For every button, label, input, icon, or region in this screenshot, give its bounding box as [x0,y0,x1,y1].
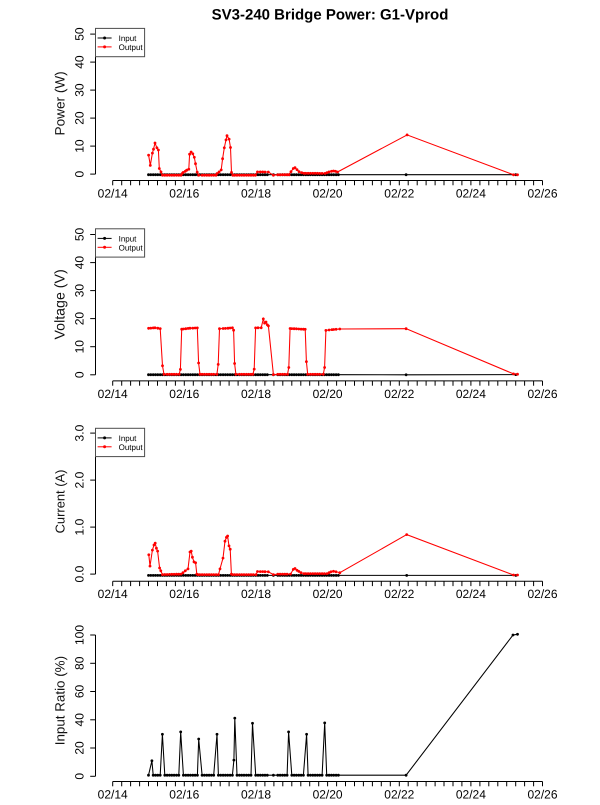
svg-text:02/24: 02/24 [456,186,486,200]
svg-text:50: 50 [73,228,87,242]
svg-text:1.0: 1.0 [73,518,87,535]
svg-text:50: 50 [73,27,87,41]
svg-text:02/20: 02/20 [313,587,343,601]
svg-text:Current (A): Current (A) [53,470,68,534]
svg-text:20: 20 [73,741,87,755]
svg-text:02/24: 02/24 [456,387,486,401]
svg-text:02/16: 02/16 [169,587,199,601]
svg-text:02/14: 02/14 [98,587,128,601]
svg-text:02/16: 02/16 [169,787,199,800]
svg-text:80: 80 [73,656,87,670]
svg-text:02/26: 02/26 [527,387,557,401]
svg-text:02/26: 02/26 [527,186,557,200]
svg-text:02/26: 02/26 [527,587,557,601]
svg-text:40: 40 [73,55,87,69]
svg-text:Output: Output [119,443,144,452]
svg-text:30: 30 [73,284,87,298]
svg-text:0: 0 [73,773,87,780]
svg-text:Output: Output [119,243,144,252]
svg-text:Input Ratio (%): Input Ratio (%) [53,656,68,745]
svg-text:40: 40 [73,256,87,270]
svg-text:10: 10 [73,139,87,153]
svg-text:Input: Input [119,434,138,443]
svg-text:40: 40 [73,713,87,727]
svg-text:02/20: 02/20 [313,787,343,800]
svg-text:3.0: 3.0 [73,424,87,441]
svg-text:10: 10 [73,340,87,354]
svg-text:02/20: 02/20 [313,186,343,200]
svg-text:20: 20 [73,111,87,125]
svg-text:Input: Input [119,34,138,43]
svg-text:100: 100 [73,625,87,645]
svg-text:02/24: 02/24 [456,787,486,800]
svg-text:30: 30 [73,83,87,97]
svg-text:SV3-240 Bridge Power: G1-Vprod: SV3-240 Bridge Power: G1-Vprod [212,7,449,24]
svg-text:02/14: 02/14 [98,387,128,401]
svg-text:02/22: 02/22 [384,587,414,601]
svg-text:2.0: 2.0 [73,471,87,488]
svg-text:Voltage (V): Voltage (V) [53,269,69,339]
svg-text:02/16: 02/16 [169,387,199,401]
svg-text:02/26: 02/26 [527,787,557,800]
svg-text:02/18: 02/18 [241,787,271,800]
svg-text:02/18: 02/18 [241,387,271,401]
svg-text:Output: Output [119,43,144,52]
svg-text:02/22: 02/22 [384,186,414,200]
svg-text:02/22: 02/22 [384,387,414,401]
svg-text:02/20: 02/20 [313,387,343,401]
svg-text:60: 60 [73,685,87,699]
svg-text:02/16: 02/16 [169,186,199,200]
svg-text:02/24: 02/24 [456,587,486,601]
svg-text:Power (W): Power (W) [53,71,68,135]
svg-text:02/18: 02/18 [241,186,271,200]
svg-text:Input: Input [119,235,138,244]
svg-text:0: 0 [73,371,87,378]
svg-text:0.0: 0.0 [73,565,87,582]
svg-text:20: 20 [73,312,87,326]
svg-text:02/14: 02/14 [98,787,128,800]
svg-text:02/22: 02/22 [384,787,414,800]
svg-text:0: 0 [73,170,87,177]
svg-text:02/14: 02/14 [98,186,128,200]
svg-text:02/18: 02/18 [241,587,271,601]
